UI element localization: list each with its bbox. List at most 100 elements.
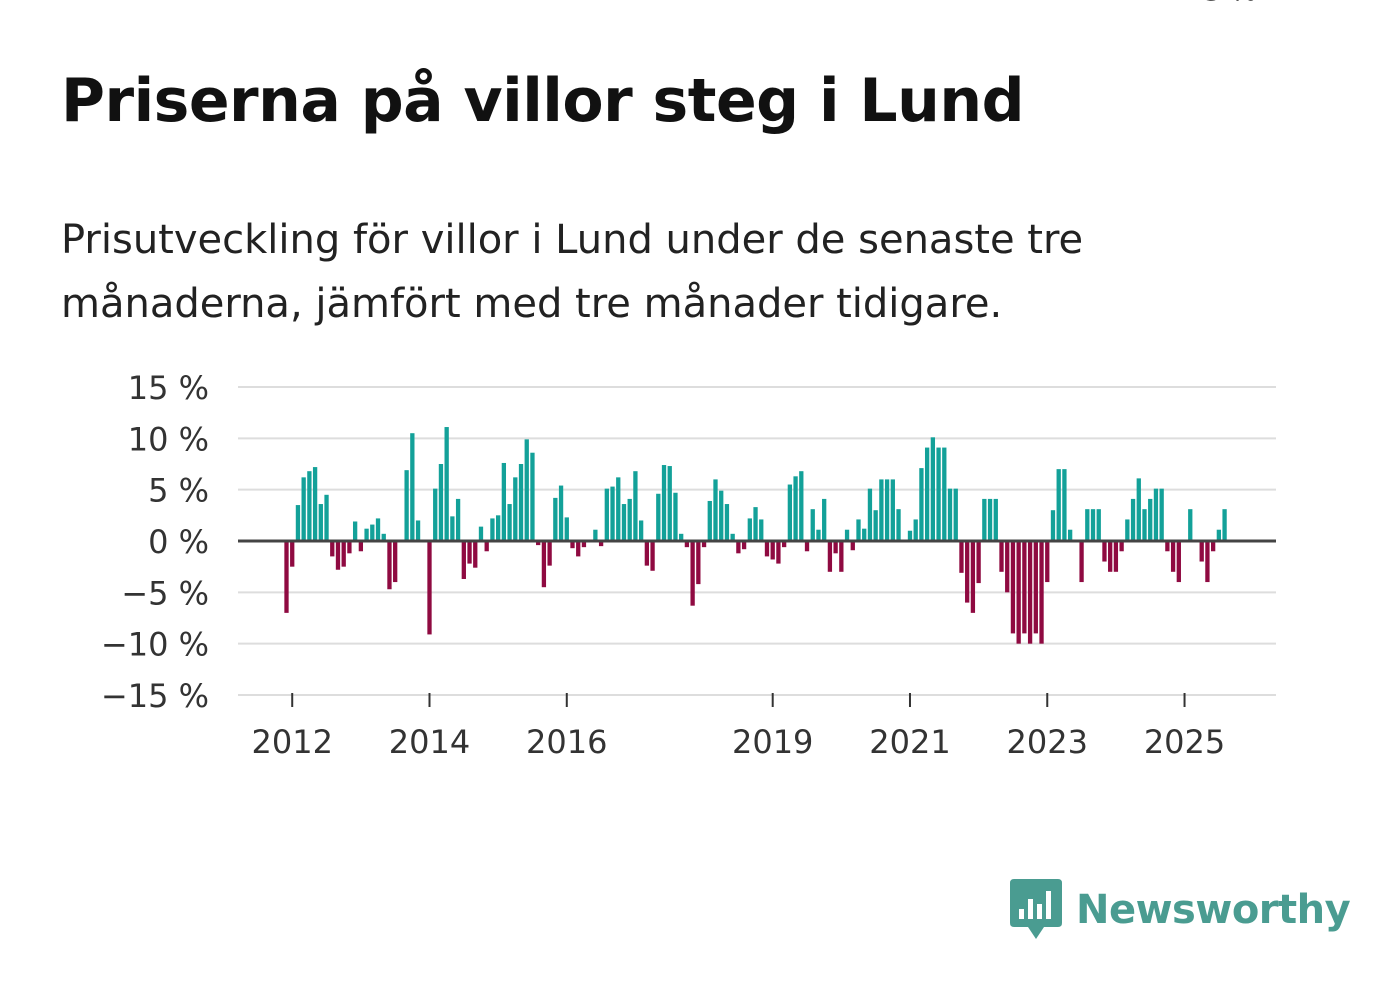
bar: [387, 541, 392, 590]
bar: [736, 541, 741, 554]
bar: [719, 490, 724, 541]
bar: [1096, 509, 1101, 541]
bar: [953, 488, 958, 541]
bar: [450, 516, 455, 541]
bar: [513, 477, 518, 541]
bar: [867, 488, 873, 541]
bar: [810, 509, 815, 541]
bar: [1222, 509, 1227, 541]
bar: [856, 519, 861, 541]
bar: [461, 541, 466, 579]
bar: [410, 433, 415, 541]
y-tick-label: 5 %: [148, 472, 209, 510]
bar: [890, 479, 895, 541]
bar: [724, 504, 730, 541]
bar: [919, 468, 924, 541]
bar: [541, 541, 547, 588]
bar: [976, 541, 981, 584]
x-tick-label: 2012: [252, 723, 333, 761]
x-tick-label: 2019: [732, 723, 813, 761]
bar: [1130, 498, 1136, 541]
bar: [616, 477, 621, 541]
bar: [684, 541, 690, 548]
bar: [1022, 541, 1027, 634]
bar: [1153, 488, 1159, 541]
bar: [1090, 509, 1096, 541]
bar: [1062, 469, 1067, 541]
bar: [656, 493, 661, 541]
bar: [638, 520, 644, 541]
bar: [1119, 541, 1124, 552]
bar: [987, 498, 993, 541]
bar: [730, 533, 735, 541]
bar: [1039, 541, 1044, 644]
bar: [741, 541, 747, 550]
bar: [553, 497, 558, 541]
bar: [433, 488, 438, 541]
bar: [701, 541, 707, 548]
bar: [781, 541, 787, 548]
bar: [787, 484, 793, 541]
bar: [1113, 541, 1119, 572]
bar: [375, 518, 381, 541]
bar: [358, 541, 364, 552]
bar: [907, 530, 913, 541]
bar: [621, 504, 627, 541]
bar: [404, 470, 409, 541]
bar: [576, 541, 581, 557]
bar: [650, 541, 655, 571]
bar: [667, 466, 672, 541]
bar: [833, 541, 838, 554]
bar: [644, 541, 650, 566]
bar: [393, 541, 398, 583]
x-axis: 2012 2014 2016 2019 2021 2023 2025: [252, 693, 1225, 761]
bar: [604, 488, 609, 541]
bar: [1016, 541, 1021, 644]
bar: [1210, 541, 1216, 552]
bar: [753, 507, 758, 541]
bar: [473, 541, 478, 568]
bar: [570, 541, 575, 549]
bar: [804, 541, 810, 552]
bar: [1045, 541, 1050, 583]
bar: [913, 519, 918, 541]
chart-title: Priserna på villor steg i Lund: [61, 66, 1025, 136]
bar: [295, 505, 301, 541]
bar: [1170, 541, 1176, 572]
bars: [284, 427, 1227, 644]
bar: [1216, 529, 1222, 541]
bar: [438, 464, 444, 541]
y-tick-label: −15 %: [101, 677, 209, 715]
bar: [444, 427, 449, 541]
bar: [352, 521, 358, 541]
bar: [679, 533, 684, 541]
bar: [501, 462, 507, 541]
bar: [1050, 510, 1056, 541]
bar: [713, 479, 718, 541]
bar: [330, 541, 335, 557]
bar: [844, 529, 850, 541]
bar: [490, 518, 495, 541]
bar: [759, 519, 764, 541]
bar: [1188, 509, 1193, 541]
y-tick-label: 0 %: [148, 523, 209, 561]
bar: [524, 439, 529, 541]
bar: [696, 541, 701, 585]
bar: [290, 541, 295, 567]
latest-value-annotation: 3 %: [1204, 0, 1257, 7]
price-change-bar-chart: 15 %10 %5 %0 %−5 %−10 %−15 % 2012 2014 201…: [101, 0, 1276, 761]
bar: [370, 524, 375, 541]
bar: [770, 541, 775, 560]
bar: [1199, 541, 1204, 562]
bar: [1005, 541, 1010, 593]
annotations: 3 %: [1201, 0, 1260, 10]
y-tick-label: 10 %: [128, 420, 209, 458]
bar: [896, 509, 901, 541]
bar: [341, 541, 346, 567]
bar: [547, 541, 552, 566]
bar: [707, 500, 712, 541]
x-tick-label: 2021: [869, 723, 950, 761]
bar: [598, 541, 604, 547]
bar: [381, 533, 386, 541]
bar: [415, 520, 421, 541]
